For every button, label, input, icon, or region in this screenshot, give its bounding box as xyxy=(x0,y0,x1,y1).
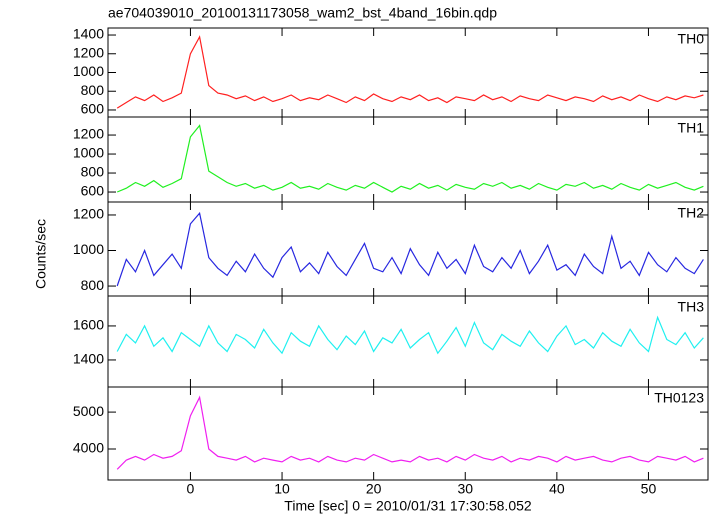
panel-frame xyxy=(107,386,709,481)
panel-label: TH0123 xyxy=(654,390,704,406)
y-tick-label: 1000 xyxy=(73,145,104,161)
light-curve xyxy=(116,315,704,355)
y-tick-label: 800 xyxy=(81,277,105,293)
panel-frame xyxy=(107,27,709,118)
panel-label: TH1 xyxy=(678,120,705,136)
x-tick-label: 0 xyxy=(187,481,195,497)
light-curve xyxy=(116,211,704,287)
light-curve xyxy=(116,35,704,109)
panel-label: TH3 xyxy=(678,299,705,315)
light-curve xyxy=(116,395,704,470)
y-tick-label: 1000 xyxy=(73,241,104,257)
panel-frame xyxy=(107,201,709,297)
y-tick-label: 5000 xyxy=(73,403,104,419)
y-tick-label: 800 xyxy=(81,82,105,98)
y-tick-label: 1200 xyxy=(73,126,104,142)
x-tick-label: 40 xyxy=(549,481,565,497)
x-tick-label: 10 xyxy=(274,481,290,497)
y-tick-label: 600 xyxy=(81,101,105,117)
y-axis-label: Counts/sec xyxy=(33,219,49,289)
y-tick-label: 800 xyxy=(81,164,105,180)
x-axis-label: Time [sec] 0 = 2010/01/31 17:30:58.052 xyxy=(284,498,532,514)
x-tick-label: 50 xyxy=(641,481,657,497)
y-tick-label: 1400 xyxy=(73,26,104,42)
y-tick-label: 1200 xyxy=(73,44,104,60)
x-tick-label: 30 xyxy=(457,481,473,497)
y-tick-label: 4000 xyxy=(73,440,104,456)
panel-frame xyxy=(107,295,709,388)
y-tick-label: 1600 xyxy=(73,317,104,333)
y-tick-label: 600 xyxy=(81,183,105,199)
panel-frame xyxy=(107,116,709,203)
x-tick-label: 20 xyxy=(366,481,382,497)
y-tick-label: 1200 xyxy=(73,206,104,222)
panel-label: TH0 xyxy=(678,31,705,47)
light-curve xyxy=(116,124,704,193)
y-tick-label: 1000 xyxy=(73,63,104,79)
panel-label: TH2 xyxy=(678,205,705,221)
chart-title: ae704039010_20100131173058_wam2_bst_4ban… xyxy=(108,5,497,21)
y-tick-label: 1400 xyxy=(73,351,104,367)
